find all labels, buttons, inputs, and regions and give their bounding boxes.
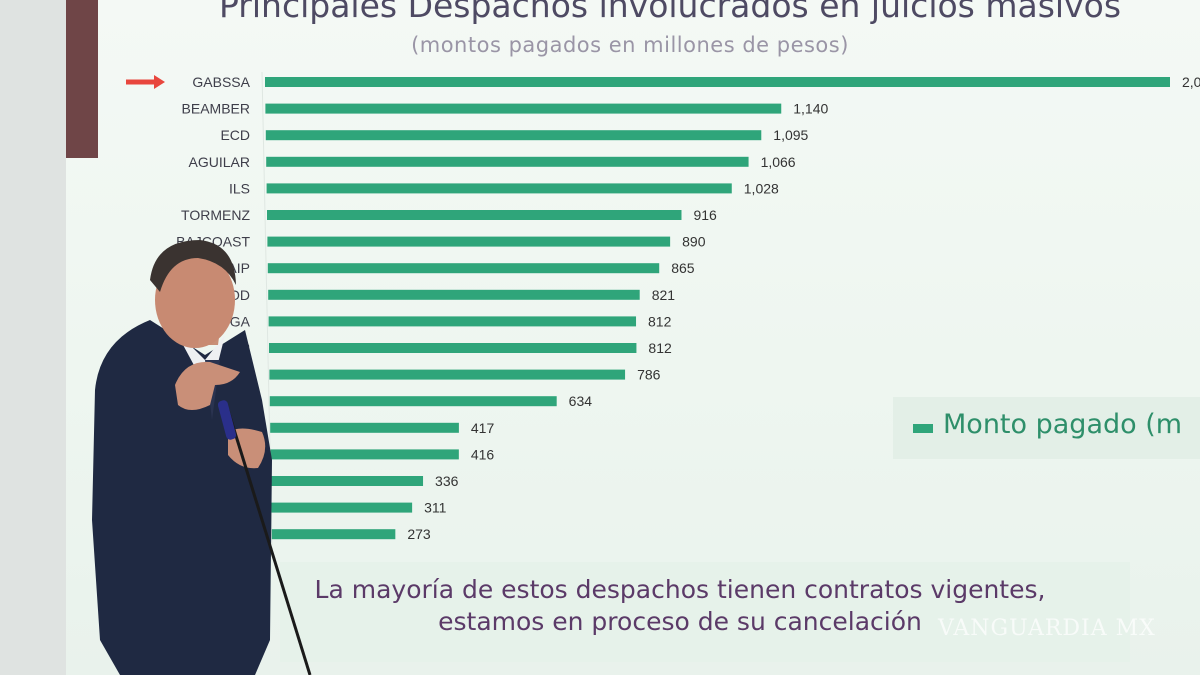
- legend-swatch: [913, 424, 933, 433]
- bar-9: [268, 316, 637, 327]
- bar-value-label-1: 1,140: [793, 101, 828, 117]
- caption-background: [280, 562, 1130, 662]
- category-label-0: GABSSA: [192, 74, 250, 90]
- bar-3: [266, 156, 749, 167]
- bar-value-label-4: 1,028: [744, 180, 779, 196]
- bar-7: [267, 263, 660, 274]
- category-label-9: GA: [230, 313, 251, 329]
- bar-16: [271, 502, 413, 513]
- bar-12: [269, 396, 557, 407]
- legend: Monto pagado (m: [893, 397, 1200, 459]
- bar-value-label-5: 916: [693, 207, 717, 223]
- highlight-arrow-icon: [126, 75, 165, 89]
- caption-line-2: estamos en proceso de su cancelación: [438, 607, 922, 636]
- bar-10: [269, 343, 637, 353]
- room-wall: [0, 0, 70, 675]
- bar-value-label-14: 416: [471, 446, 495, 462]
- bar-4: [266, 183, 732, 194]
- bar-13: [270, 422, 459, 433]
- bar-14: [270, 449, 459, 460]
- bar-5: [267, 210, 682, 220]
- bar-value-label-3: 1,066: [761, 154, 796, 170]
- bar-0: [265, 77, 1170, 87]
- bar-15: [271, 476, 424, 486]
- category-label-4: ILS: [229, 180, 250, 196]
- bar-2: [265, 130, 762, 141]
- caption-line-1: La mayoría de estos despachos tienen con…: [314, 575, 1046, 604]
- bar-value-label-6: 890: [682, 234, 706, 250]
- slide-caption: La mayoría de estos despachos tienen con…: [230, 574, 1130, 638]
- bar-value-label-15: 336: [435, 473, 459, 489]
- bar-value-label-7: 865: [671, 260, 695, 276]
- bar-value-label-2: 1,095: [773, 127, 808, 143]
- screen-edge-strip: [66, 0, 98, 158]
- bar-8: [268, 289, 640, 300]
- bar-17: [271, 529, 396, 540]
- chart-title: Principales Despachos involucrados en ju…: [218, 0, 1122, 25]
- category-label-2: ECD: [220, 127, 250, 143]
- bar-value-label-17: 273: [407, 526, 431, 542]
- bar-value-label-16: 311: [424, 500, 447, 516]
- bar-6: [267, 236, 671, 247]
- bar-value-label-0: 2,0: [1182, 74, 1200, 90]
- bar-11: [269, 369, 626, 380]
- bar-value-label-10: 812: [648, 340, 672, 356]
- category-label-3: AGUILAR: [189, 154, 250, 170]
- bar-1: [265, 103, 782, 114]
- legend-label: Monto pagado (m: [943, 409, 1183, 440]
- bar-value-label-9: 812: [648, 313, 672, 329]
- bar-value-label-12: 634: [569, 393, 593, 409]
- bar-value-label-11: 786: [637, 367, 661, 383]
- bar-value-label-13: 417: [471, 420, 495, 436]
- watermark: VANGUARDIA MX: [938, 616, 1156, 641]
- chart-subtitle: (montos pagados en millones de pesos): [411, 33, 849, 57]
- category-label-5: TORMENZ: [181, 207, 250, 223]
- category-label-1: BEAMBER: [182, 101, 250, 117]
- bar-value-label-8: 821: [652, 287, 676, 303]
